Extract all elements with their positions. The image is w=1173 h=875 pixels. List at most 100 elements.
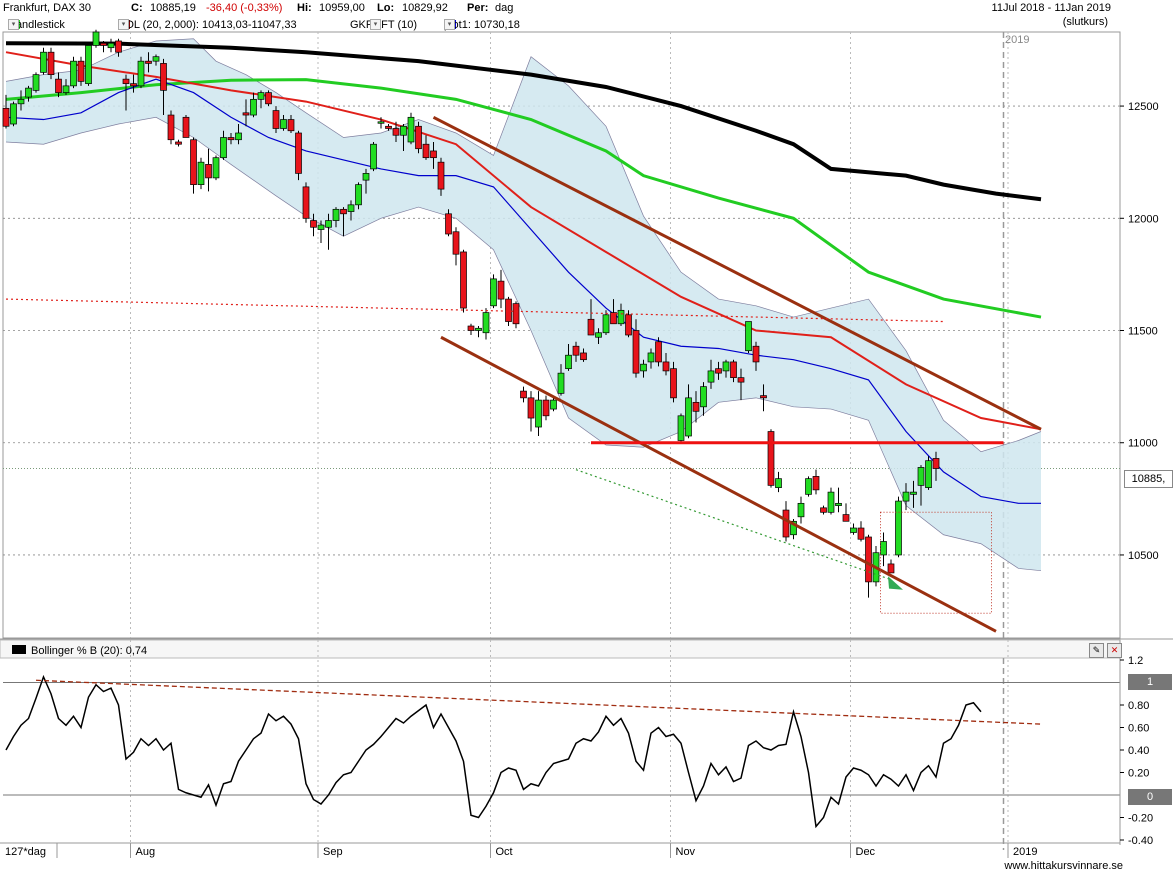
low-value: 10829,92 [402,2,448,14]
candle-body [77,60,85,82]
candle-body [70,60,77,87]
green-arrow-marker [888,576,903,590]
candle-body [490,278,497,307]
date-range: 11Jul 2018 - 11Jan 2019 [991,2,1111,14]
chevron-down-icon[interactable]: ▾ [118,19,129,30]
candle-body [737,377,745,383]
x-tick-label: 127*dag [5,846,46,858]
wrench-icon[interactable]: ✎ [1089,643,1104,658]
high-label: Hi: [297,2,312,14]
candle-body [932,458,940,469]
candle-body [587,318,595,336]
x-tick-label: Sep [323,846,343,858]
sma-red-line [5,51,1042,431]
candle-body [580,352,587,361]
close-note: (slutkurs) [1062,16,1108,28]
candle-body [715,368,722,374]
candle-body [752,345,760,363]
low-label: Lo: [377,2,395,14]
candle-body [910,491,917,495]
candle-body [632,330,640,374]
candle-body [40,51,47,73]
candle-body [310,220,317,228]
candle-body [865,536,872,583]
chevron-down-icon[interactable]: ▾ [8,19,19,30]
candle-body [542,399,550,417]
candle-body [302,186,310,219]
sma-black-line [5,41,1042,202]
candle-body [857,527,865,540]
close-icon[interactable]: ✕ [1107,643,1122,658]
percent-b-tick-label: 1.2 [1128,655,1143,667]
candle-body [145,60,152,64]
candle-body [790,520,797,536]
period-value: dag [495,2,514,14]
candle-body [325,220,332,228]
candle-body [467,325,475,331]
candle-body [610,312,617,325]
chart-header: Frankfurt, DAX 30 C: 10885,19 -36,40 (-0… [0,0,1173,32]
percent-b-tick-label: -0.20 [1128,813,1153,825]
close-label: C: [131,2,143,14]
dotted-resistance-line [5,298,944,323]
candle-body [107,42,115,49]
candle-body [452,231,460,255]
legend-plot1-label: plot1: 10730,18 [444,18,520,31]
level-box-0: 0 [1128,789,1172,805]
trendline-lower [440,335,997,633]
price-panel-frame [2,31,1121,639]
candle-body [2,107,10,127]
candle-body [917,467,925,486]
candle-body [887,563,895,574]
candle-body [422,143,430,159]
candle-body [640,363,647,372]
candle-body [677,415,685,441]
candle-body [212,157,220,179]
price-tick-label: 12000 [1128,213,1159,225]
candle-body [685,397,692,437]
candle-body [130,83,137,87]
candle-body [505,298,512,322]
change-value: -36,40 (-0,33%) [206,2,283,14]
candle-body [707,370,715,383]
candle-body [827,491,835,513]
candle-body [670,368,677,399]
candle-body [220,137,227,159]
candle-body [280,119,287,129]
candle-body [595,332,602,338]
trendline-upper [432,115,1042,431]
chevron-down-icon[interactable]: ▾ [444,19,455,30]
last-price-tag: 10885, [1124,470,1173,488]
candle-body [767,431,775,486]
candle-body [647,352,655,363]
candle-body [355,184,362,206]
candle-body [25,87,32,98]
candle-body [842,514,850,522]
candle-body [10,103,17,125]
candle-body [535,399,542,428]
candle-body [257,92,265,100]
chevron-down-icon[interactable]: ▾ [370,19,381,30]
candle-body [175,141,182,145]
candle-body [565,354,572,370]
bollinger-upper-line [5,38,1042,453]
percent-b-trendline [35,679,1042,725]
candle-body [92,31,100,46]
percent-b-tick-label: 0.60 [1128,723,1149,735]
candle-body [55,78,62,93]
candle-body [242,112,250,116]
candle-body [370,143,377,170]
candle-body [85,45,92,84]
candle-body [460,251,467,309]
percent-b-tick-label: -0.40 [1128,835,1153,847]
price-tick-label: 11000 [1128,438,1158,450]
candle-body [925,460,932,488]
highlight-box [880,511,992,614]
legend-candlestick-label: Candlestick [8,18,65,31]
percent-b-tick-label: 0.20 [1128,768,1149,780]
candle-body [392,128,400,136]
candle-body [415,125,422,150]
candle-body [700,386,707,408]
candle-body [902,491,910,502]
